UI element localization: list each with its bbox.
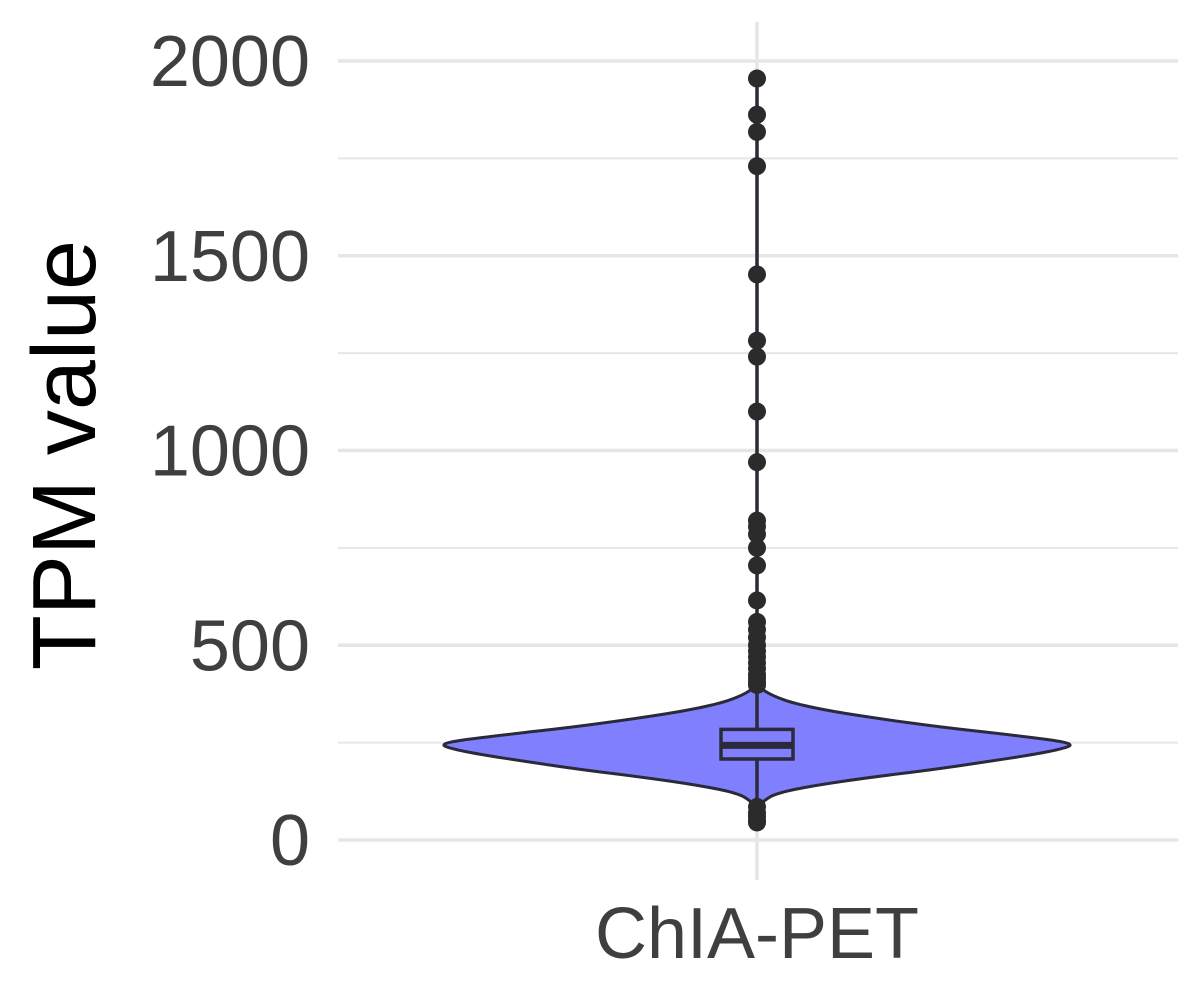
outlier-point-7 bbox=[748, 402, 766, 421]
outlier-point-11 bbox=[748, 525, 766, 544]
outlier-point-13 bbox=[748, 556, 766, 575]
y-tick-label-1000: 1000 bbox=[150, 412, 310, 492]
outlier-point-2 bbox=[748, 122, 766, 141]
outlier-point-1 bbox=[748, 105, 766, 124]
outlier-point-0 bbox=[748, 69, 766, 88]
outlier-point-8 bbox=[748, 453, 766, 472]
outlier-point-31 bbox=[748, 813, 766, 832]
outlier-point-4 bbox=[748, 265, 766, 284]
y-axis-ticks: 0 500 1000 1500 2000 bbox=[150, 22, 310, 881]
outlier-point-6 bbox=[748, 347, 766, 366]
y-tick-label-2000: 2000 bbox=[150, 22, 310, 102]
y-axis-title: TPM value bbox=[15, 240, 115, 670]
y-tick-label-1500: 1500 bbox=[150, 217, 310, 297]
outlier-point-3 bbox=[748, 157, 766, 176]
outlier-point-14 bbox=[748, 591, 766, 610]
x-tick-label-ChIA-PET: ChIA-PET bbox=[595, 894, 919, 974]
y-tick-label-500: 500 bbox=[190, 606, 310, 686]
box-layer bbox=[719, 78, 795, 821]
x-axis-ticks: ChIA-PET bbox=[595, 894, 919, 974]
y-tick-label-0: 0 bbox=[270, 801, 310, 881]
outlier-point-12 bbox=[748, 538, 766, 557]
outlier-point-5 bbox=[748, 331, 766, 350]
outlier-point-26 bbox=[748, 675, 766, 694]
outlier-points bbox=[748, 69, 766, 832]
